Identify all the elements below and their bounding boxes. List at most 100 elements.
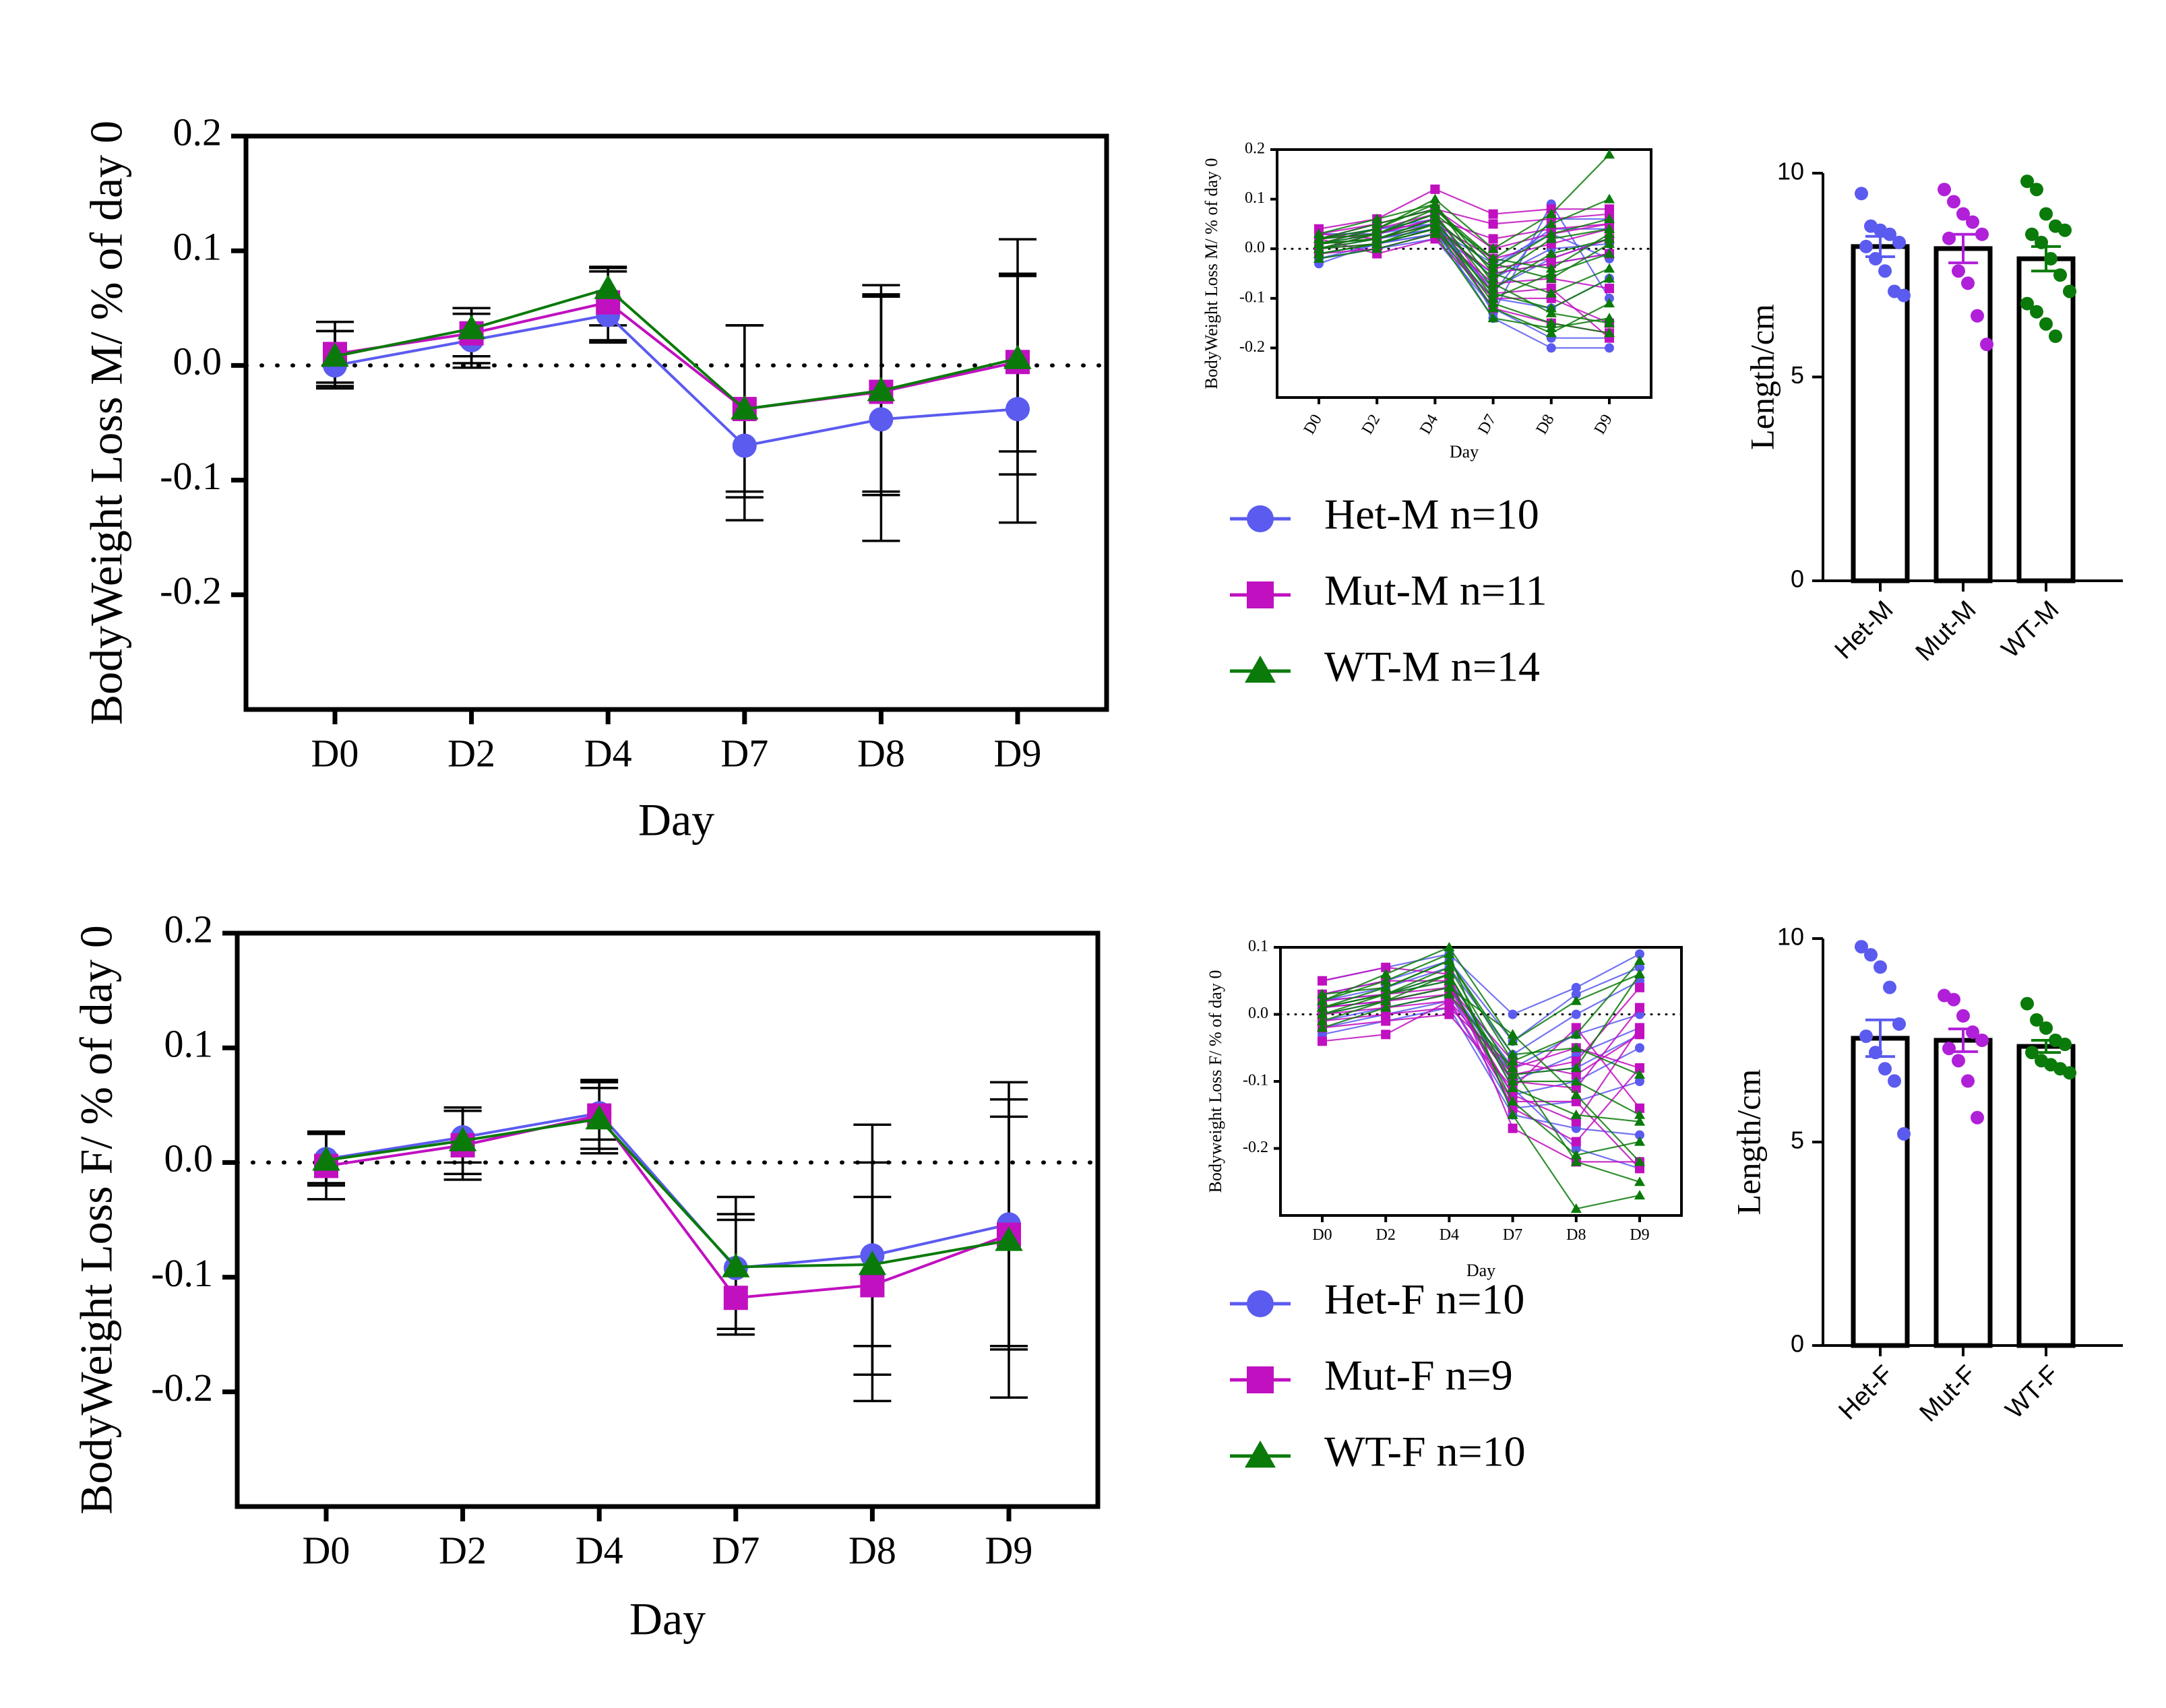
y-tick-label: 0.1 (173, 225, 222, 269)
data-point-wt (1487, 267, 1499, 278)
series-line-wt (1318, 232, 1610, 329)
x-tick-label: D0 (311, 732, 359, 776)
data-point-wt (1634, 1190, 1646, 1200)
data-point-WT-M (2039, 317, 2053, 331)
data-point-wt (1371, 233, 1383, 243)
series-line-wt (1318, 213, 1610, 290)
data-point-mut (1635, 1164, 1644, 1174)
legend-label: WT-M n=14 (1324, 643, 1540, 691)
data-point-wt (1545, 303, 1557, 313)
series-mean-mut (314, 1103, 1021, 1310)
data-point-het (1005, 397, 1030, 422)
series-line-wt (334, 287, 1018, 411)
data-point-Het-F (1883, 980, 1896, 994)
x-tick-label: D9 (1591, 412, 1616, 437)
data-point-wt (995, 1226, 1023, 1251)
data-point-WT-F (2058, 1038, 2072, 1052)
plot-frame (243, 133, 1109, 712)
y-tick-label: -0.2 (160, 569, 222, 612)
x-tick-label: D4 (1417, 412, 1442, 437)
data-point-wt (1316, 1015, 1328, 1025)
bar-Mut-M (1933, 246, 1993, 583)
data-point-WT-M (2063, 284, 2076, 298)
data-point-wt (1371, 228, 1383, 239)
data-point-Het-F (1874, 960, 1887, 974)
data-point-mut (1635, 1003, 1644, 1013)
data-point-wt (1545, 228, 1557, 239)
data-point-wt (722, 1253, 750, 1277)
x-tick-label: Het-F (1834, 1360, 1899, 1426)
data-point-wt (1487, 313, 1499, 323)
data-point-mut (1635, 982, 1644, 992)
data-point-wt (1634, 1116, 1646, 1126)
data-point-wt (1313, 228, 1325, 239)
data-point-mut (1444, 996, 1454, 1006)
data-point-wt (1603, 223, 1615, 233)
legend-marker-het (1247, 505, 1274, 532)
x-tick-label: D7 (1503, 1226, 1522, 1244)
data-point-wt (1634, 1176, 1646, 1187)
y-tick-label: 0.2 (173, 110, 222, 154)
x-tick-label: D4 (576, 1529, 623, 1573)
data-point-wt (1380, 982, 1392, 992)
data-point-Het-M (1878, 264, 1892, 278)
data-point-mut (1508, 1123, 1518, 1133)
data-point-Het-F (1878, 1062, 1892, 1076)
y-tick-label: -0.2 (1239, 338, 1265, 356)
y-axis-title: Length/cm (1743, 304, 1781, 450)
data-point-wt (1603, 313, 1615, 323)
data-point-mut (1381, 962, 1391, 972)
bar-Mut-F (1933, 1038, 1993, 1348)
x-axis-title: Day (1450, 442, 1479, 462)
y-tick-label: -0.1 (151, 1251, 213, 1295)
data-point-wt (1444, 988, 1455, 999)
chart-male_length: 0 5 10 Het-M Mut-M WT-M Length/cm (1743, 158, 2123, 667)
legend-label: Mut-F n=9 (1324, 1352, 1513, 1399)
data-point-wt (1380, 975, 1392, 985)
data-point-het (732, 433, 757, 458)
data-point-wt (1429, 213, 1441, 224)
data-point-wt (1444, 941, 1455, 952)
data-point-wt (1570, 1156, 1582, 1166)
data-point-wt (1570, 1089, 1582, 1099)
series-line-wt (1318, 223, 1610, 334)
data-point-Het-M (1859, 239, 1873, 253)
data-point-wt (1487, 243, 1499, 253)
data-point-wt (1570, 1203, 1582, 1213)
legend-marker-wt (1245, 656, 1276, 683)
data-point-wt (1507, 1082, 1518, 1092)
series-mean-wt (321, 274, 1032, 420)
plot-frame (1279, 946, 1683, 1217)
y-tick-label: 0.2 (164, 907, 214, 951)
data-point-wt (1444, 955, 1455, 965)
data-point-het (1571, 989, 1581, 999)
data-point-wt (1487, 258, 1499, 268)
series-wt (307, 1087, 1028, 1348)
data-point-het (1571, 982, 1581, 992)
data-point-wt (1371, 218, 1383, 228)
x-tick-label: D2 (1359, 412, 1384, 437)
series-mean-mut (323, 290, 1030, 422)
data-point-wt (1380, 988, 1392, 999)
data-point-wt (1634, 1136, 1646, 1146)
data-point-mut (1488, 209, 1498, 219)
data-point-wt (457, 315, 486, 340)
data-point-wt (1429, 208, 1441, 218)
series-wt (1316, 941, 1646, 1213)
data-point-Het-F (1864, 948, 1878, 962)
x-axis-title: Day (638, 794, 714, 846)
data-point-Het-F (1855, 940, 1868, 954)
y-tick-label: 0 (1791, 565, 1804, 593)
x-tick-label: D4 (1440, 1226, 1459, 1244)
data-point-wt (594, 274, 622, 299)
x-tick-label: D9 (994, 732, 1042, 776)
data-point-Mut-F (1971, 1110, 1984, 1125)
series-line-mut (1322, 980, 1640, 1143)
data-point-het (1571, 1009, 1581, 1019)
legend-label: Het-F n=10 (1324, 1275, 1524, 1323)
data-point-mut (1430, 184, 1440, 194)
data-point-mut (1635, 1063, 1644, 1073)
data-point-wt (1570, 1042, 1582, 1052)
series-het (316, 270, 1036, 542)
series-mut (307, 1079, 1028, 1403)
